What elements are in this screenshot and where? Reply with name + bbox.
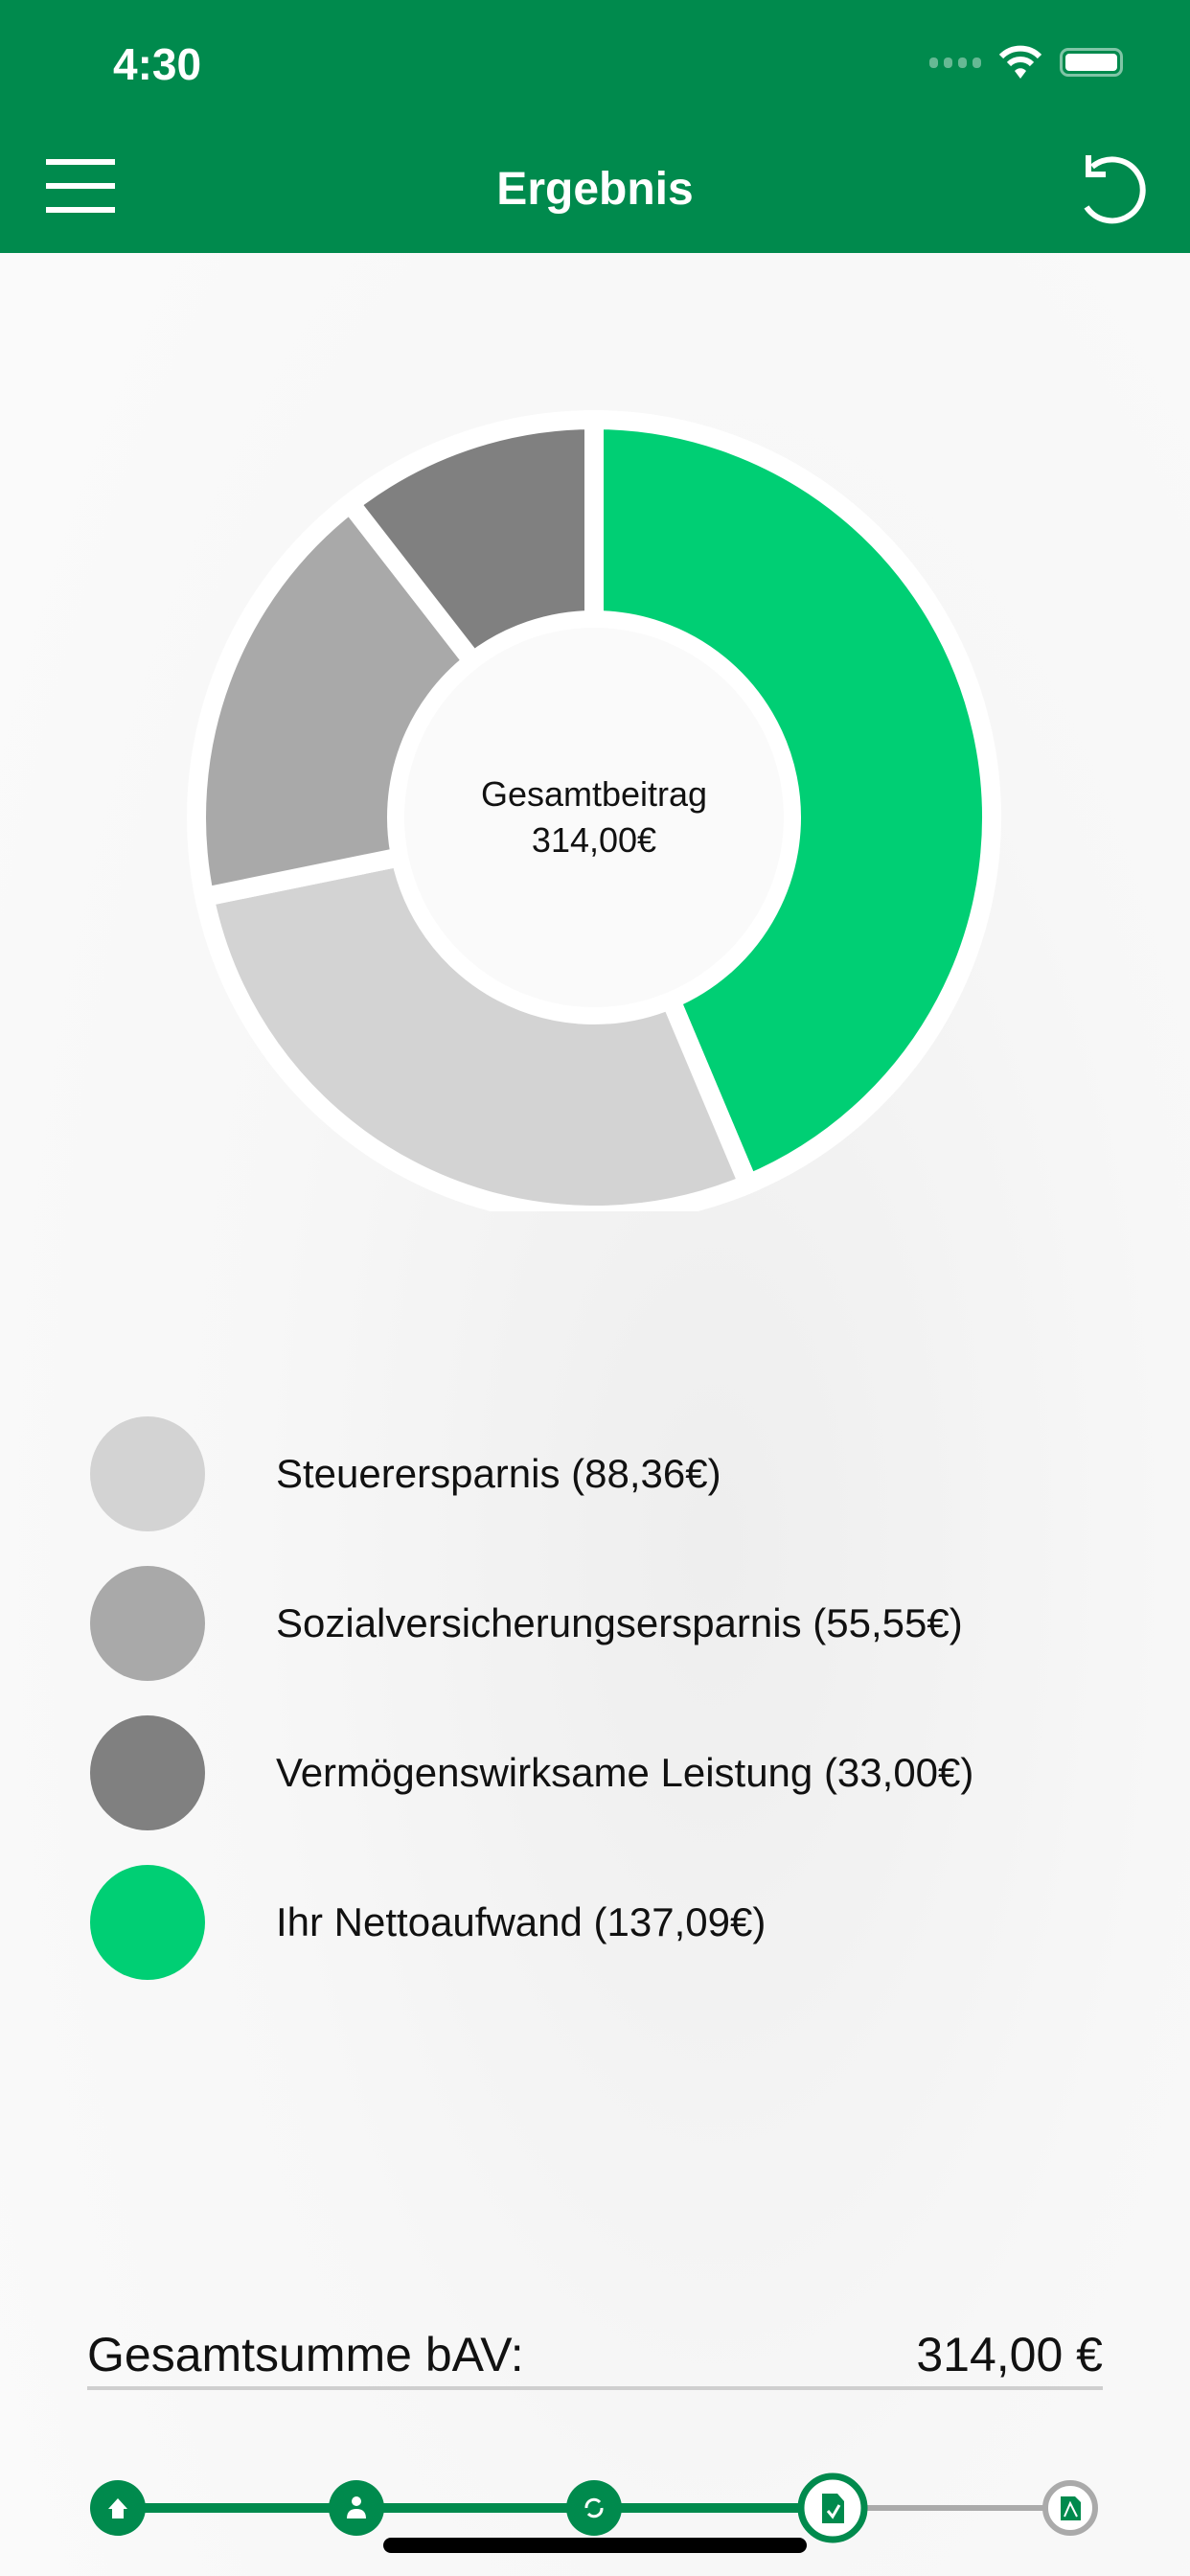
home-indicator[interactable] (383, 2538, 807, 2553)
step-home-icon[interactable] (90, 2480, 146, 2536)
total-divider (87, 2386, 1103, 2390)
donut-slice-0 (584, 409, 1001, 1197)
legend-label: Steuerersparnis (88,36€) (276, 1451, 721, 1496)
wifi-icon (998, 45, 1042, 79)
donut-slice-3 (336, 409, 604, 676)
nav-header: 4:30 Ergebnis (0, 0, 1190, 253)
status-time: 4:30 (113, 39, 202, 89)
status-icons (929, 44, 1123, 80)
legend-item-tax: Steuerersparnis (88,36€) (90, 1416, 721, 1531)
legend-swatch (90, 1865, 205, 1980)
hamburger-icon[interactable] (46, 159, 115, 213)
donut-chart (187, 409, 1001, 1211)
signal-icon (929, 57, 981, 68)
progress-stepper (90, 2472, 1098, 2543)
total-value: 314,00 € (916, 2328, 1103, 2381)
legend-label: Sozialversicherungsersparnis (55,55€) (276, 1600, 963, 1645)
battery-icon (1060, 48, 1123, 77)
legend-swatch (90, 1416, 205, 1531)
legend-item-vl: Vermögenswirksame Leistung (33,00€) (90, 1715, 973, 1830)
chart-center-value: 314,00€ (531, 820, 657, 860)
step-pdf-icon[interactable] (1042, 2480, 1098, 2536)
donut-hole (404, 628, 784, 1007)
donut-slice-2 (187, 490, 487, 908)
legend-swatch (90, 1566, 205, 1681)
step-refresh-icon[interactable] (566, 2480, 622, 2536)
reset-icon[interactable] (1071, 150, 1148, 226)
total-label: Gesamtsumme bAV: (87, 2328, 524, 2381)
legend-label: Ihr Nettoaufwand (137,09€) (276, 1899, 767, 1944)
chart-center-title: Gesamtbeitrag (480, 774, 708, 814)
legend-item-net: Ihr Nettoaufwand (137,09€) (90, 1865, 766, 1980)
legend-item-social: Sozialversicherungsersparnis (55,55€) (90, 1566, 963, 1681)
legend-swatch (90, 1715, 205, 1830)
legend-label: Vermögenswirksame Leistung (33,00€) (276, 1750, 974, 1795)
donut-slice-1 (193, 845, 762, 1211)
step-person-icon[interactable] (329, 2480, 384, 2536)
step-document-check-icon[interactable] (797, 2472, 868, 2543)
page-title: Ergebnis (496, 164, 694, 215)
